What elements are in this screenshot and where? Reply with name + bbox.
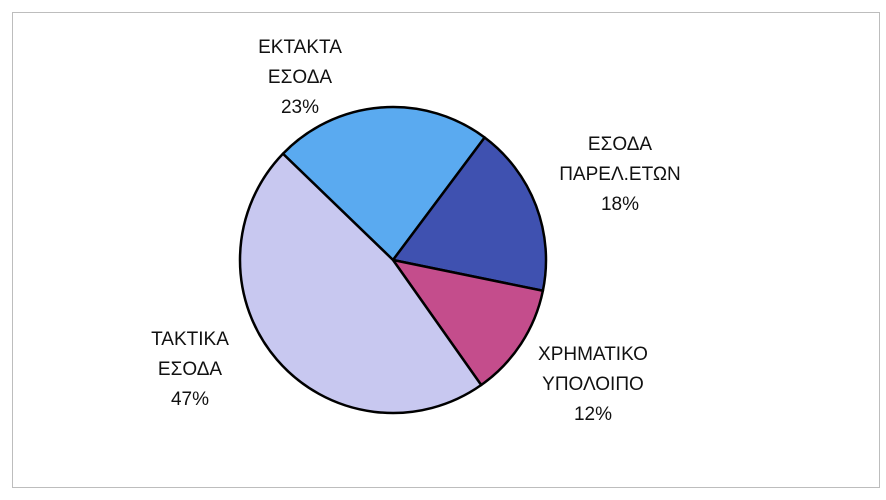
slice-label: ΧΡΗΜΑΤΙΚΟ ΥΠΟΛΟΙΠΟ 12% (523, 340, 663, 430)
pie-slice (238, 152, 483, 415)
pie-slice (281, 105, 486, 262)
value-label: 18% (600, 194, 640, 215)
category-label: ΧΡΗΜΑΤΙΚΟ ΥΠΟΛΟΙΠΟ (538, 344, 648, 395)
pie-slice (391, 136, 548, 293)
slice-label: ΕΚΤΑΚΤΑ ΕΣΟΔΑ 23% (230, 33, 370, 123)
value-label: 47% (170, 389, 210, 410)
value-label: 23% (280, 97, 320, 118)
slice-label: ΤΑΚΤΙΚΑ ΕΣΟΔΑ 47% (120, 325, 260, 415)
pie-slice (391, 258, 545, 387)
category-label: ΕΣΟΔΑ ΠΑΡΕΛ.ΕΤΩΝ (559, 134, 681, 185)
chart-frame (12, 12, 880, 488)
value-label: 12% (573, 404, 613, 425)
category-label: ΕΚΤΑΚΤΑ ΕΣΟΔΑ (258, 37, 342, 88)
category-label: ΤΑΚΤΙΚΑ ΕΣΟΔΑ (151, 329, 229, 380)
slice-label: ΕΣΟΔΑ ΠΑΡΕΛ.ΕΤΩΝ 18% (550, 130, 690, 220)
